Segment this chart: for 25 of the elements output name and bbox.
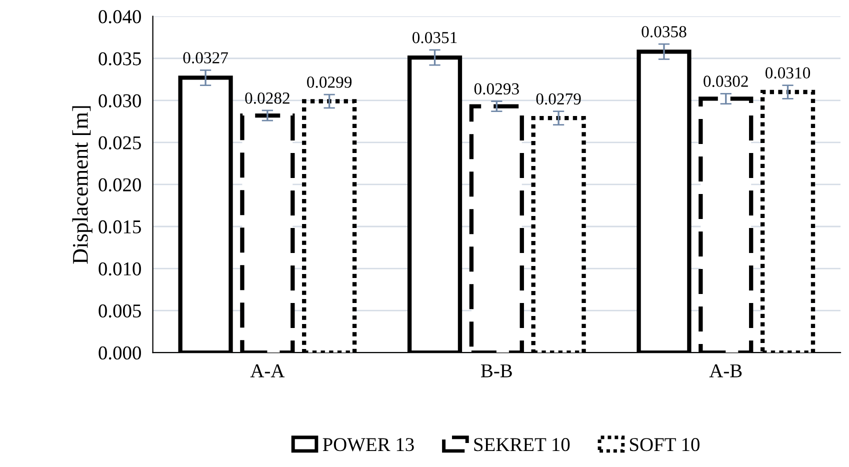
legend-label: SEKRET 10 bbox=[474, 438, 570, 452]
text: 0.0293 bbox=[474, 83, 519, 95]
y-tick-label: 0.005 bbox=[98, 304, 141, 318]
y-tick-label: 0.000 bbox=[98, 346, 141, 360]
text: 0.0279 bbox=[536, 93, 581, 105]
text: 0.0299 bbox=[307, 76, 352, 88]
x-tick-label: A-B bbox=[709, 364, 742, 378]
y-tick-label: 0.040 bbox=[98, 10, 141, 24]
y-tick-label: 0.025 bbox=[98, 136, 141, 150]
y-tick-label: 0.015 bbox=[98, 220, 141, 234]
legend-label: POWER 13 bbox=[322, 438, 414, 452]
x-tick-label: B-B bbox=[481, 364, 512, 378]
y-tick-label: 0.030 bbox=[98, 94, 141, 108]
text: 0.0351 bbox=[412, 32, 457, 44]
text: 0.0310 bbox=[766, 67, 810, 79]
x-tick-label: A-A bbox=[250, 364, 285, 378]
text: 0.0282 bbox=[245, 92, 290, 104]
text: 0.0358 bbox=[642, 26, 686, 38]
text: 0.0302 bbox=[704, 76, 748, 88]
y-axis-title: Displacement [m] bbox=[72, 106, 92, 264]
text: 0.0327 bbox=[183, 52, 228, 64]
y-tick-label: 0.035 bbox=[98, 52, 141, 66]
y-tick-label: 0.020 bbox=[98, 178, 141, 192]
legend-label: SOFT 10 bbox=[630, 438, 700, 452]
y-tick-label: 0.010 bbox=[98, 262, 141, 276]
